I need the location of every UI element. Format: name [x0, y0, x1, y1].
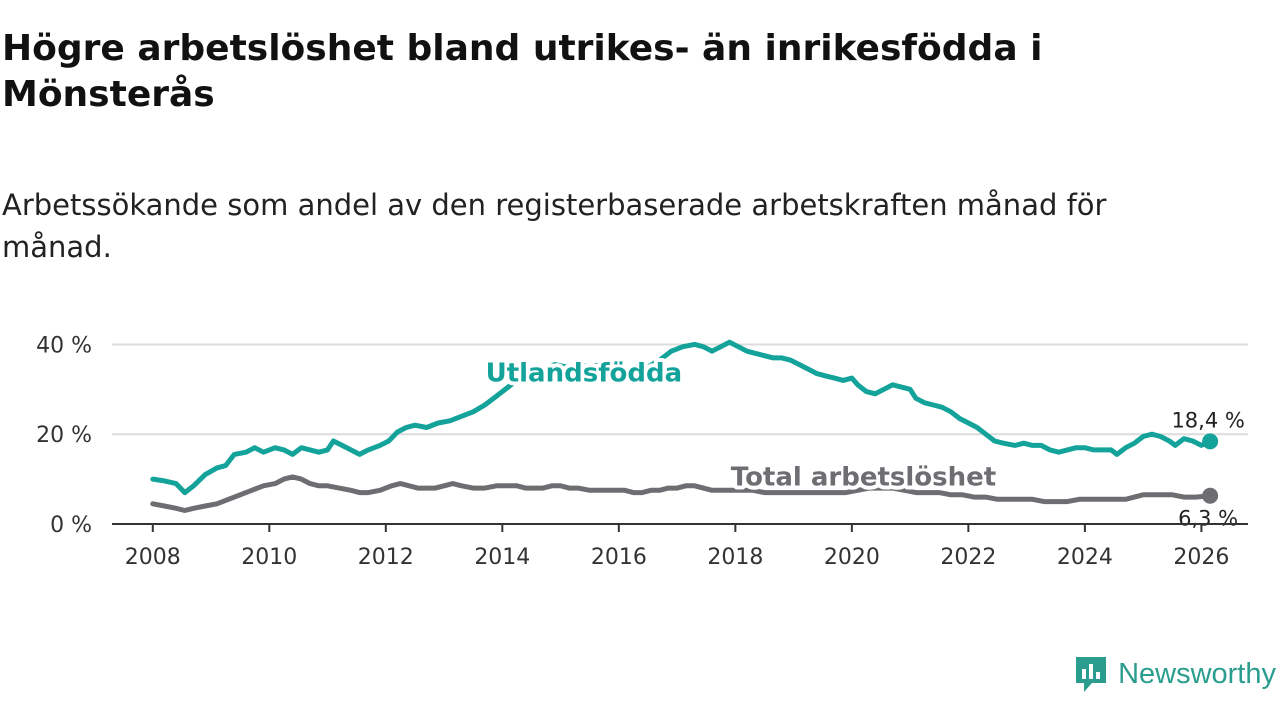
x-tick-label: 2016	[591, 545, 647, 570]
x-tick-label: 2020	[824, 545, 880, 570]
series-line-total	[150, 474, 1213, 513]
chart-labels: Utlandsfödda Total arbetslöshet 18,4 % 6,3 …	[482, 354, 1248, 533]
chart-lines	[150, 339, 1213, 513]
x-tick-label: 2008	[125, 545, 181, 570]
chart-subtitle: Arbetssökande som andel av den registerb…	[2, 188, 1107, 264]
x-tick-label: 2014	[474, 545, 530, 570]
x-tick-label: 2012	[358, 545, 414, 570]
newsworthy-logo-icon	[1076, 657, 1107, 692]
brand-name: Newsworthy	[1118, 657, 1276, 690]
series-line-utlandsfodda	[150, 339, 1213, 496]
end-point-utlandsfodda	[1202, 433, 1219, 450]
y-tick-label: 20 %	[36, 423, 92, 448]
x-tick-label: 2022	[940, 545, 996, 570]
series-label-total: Total arbetslöshet	[731, 462, 996, 492]
y-tick-label: 0 %	[50, 513, 92, 538]
chart-title: Högre arbetslöshet bland utrikes- än inr…	[2, 28, 1043, 115]
end-point-total	[1202, 487, 1219, 504]
x-tick-label: 2018	[707, 545, 763, 570]
chart-grid	[112, 343, 1248, 436]
end-label-total: 6,3 %	[1178, 507, 1238, 531]
x-tick-label: 2010	[241, 545, 297, 570]
x-tick-label: 2024	[1057, 545, 1113, 570]
brand-logo[interactable]: Newsworthy	[1074, 652, 1276, 696]
y-tick-label: 40 %	[36, 333, 92, 358]
x-tick-label: 2026	[1173, 545, 1229, 570]
series-label-utlandsfodda: Utlandsfödda	[486, 358, 683, 388]
end-label-utlandsfodda: 18,4 %	[1171, 408, 1244, 432]
chart-axes: 0 % 20 % 40 % 2008 2010 2012 2014 2016 2018 2020 2…	[36, 333, 1248, 570]
